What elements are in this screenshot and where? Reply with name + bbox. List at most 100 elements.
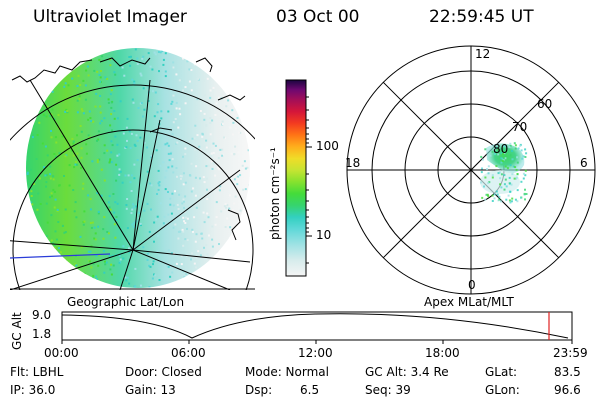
altitude-ytick-1-8: 1.8 — [32, 327, 52, 341]
aurora-pixel — [497, 148, 500, 151]
speckle-pixel — [175, 73, 178, 76]
speckle-pixel — [111, 129, 113, 132]
aurora-pixel — [520, 149, 523, 152]
speckle-pixel — [45, 61, 48, 64]
speckle-pixel — [233, 178, 236, 181]
speckle-pixel — [228, 238, 231, 241]
aurora-pixel — [523, 192, 526, 195]
speckle-pixel — [183, 206, 185, 209]
speckle-pixel — [191, 228, 194, 231]
speckle-pixel — [192, 54, 195, 56]
speckle-pixel — [143, 209, 146, 212]
speckle-pixel — [45, 272, 48, 275]
speckle-pixel — [52, 248, 55, 251]
aurora-pixel — [501, 159, 504, 162]
speckle-pixel — [56, 72, 59, 75]
speckle-pixel — [202, 176, 205, 179]
speckle-pixel — [227, 89, 230, 92]
speckle-pixel — [89, 117, 92, 119]
speckle-pixel — [203, 112, 206, 115]
aurora-pixel — [504, 165, 507, 168]
speckle-pixel — [212, 142, 215, 145]
speckle-pixel — [87, 250, 90, 253]
speckle-pixel — [76, 99, 79, 102]
speckle-pixel — [199, 177, 201, 180]
speckle-pixel — [78, 278, 81, 281]
speckle-pixel — [116, 154, 119, 157]
colorbar-frame — [285, 79, 307, 277]
speckle-pixel — [162, 48, 165, 51]
speckle-pixel — [79, 125, 82, 127]
aurora-pixel — [501, 157, 504, 160]
speckle-pixel — [159, 202, 162, 205]
speckle-pixel — [46, 252, 49, 255]
speckle-pixel — [247, 149, 250, 152]
speckle-pixel — [218, 82, 221, 85]
speckle-pixel — [102, 250, 105, 253]
speckle-pixel — [169, 275, 172, 278]
speckle-pixel — [57, 268, 60, 271]
speckle-pixel — [42, 86, 45, 89]
speckle-pixel — [167, 213, 170, 216]
aurora-pixel — [487, 172, 490, 175]
speckle-pixel — [178, 193, 181, 196]
speckle-pixel — [158, 254, 161, 257]
speckle-pixel — [36, 284, 39, 287]
speckle-pixel — [234, 51, 237, 54]
speckle-pixel — [149, 265, 152, 268]
aurora-pixel — [516, 173, 519, 175]
speckle-pixel — [174, 118, 177, 120]
speckle-pixel — [184, 86, 187, 89]
speckle-pixel — [163, 215, 166, 218]
speckle-pixel — [221, 148, 224, 151]
speckle-pixel — [51, 90, 54, 93]
status-dsp-value: 6.5 — [300, 383, 320, 397]
speckle-pixel — [143, 141, 146, 144]
speckle-pixel — [220, 67, 223, 70]
aurora-pixel — [491, 174, 494, 177]
speckle-pixel — [232, 121, 235, 124]
speckle-pixel — [201, 133, 204, 136]
aurora-pixel — [515, 177, 517, 180]
aurora-pixel — [491, 176, 494, 179]
speckle-pixel — [138, 211, 141, 214]
speckle-pixel — [224, 226, 227, 228]
speckle-pixel — [27, 109, 30, 111]
speckle-pixel — [249, 88, 250, 91]
aurora-pixel — [481, 196, 484, 199]
speckle-pixel — [175, 167, 178, 169]
speckle-pixel — [26, 50, 29, 53]
speckle-pixel — [156, 111, 159, 114]
speckle-pixel — [146, 146, 148, 149]
speckle-pixel — [125, 146, 128, 149]
speckle-pixel — [190, 277, 193, 280]
speckle-pixel — [50, 241, 53, 244]
speckle-pixel — [121, 66, 124, 69]
aurora-pixel — [522, 172, 525, 175]
aurora-pixel — [484, 148, 487, 151]
speckle-pixel — [212, 162, 215, 165]
speckle-pixel — [174, 190, 176, 193]
speckle-pixel — [91, 279, 94, 282]
speckle-pixel — [180, 177, 182, 180]
speckle-pixel — [157, 51, 160, 53]
speckle-pixel — [245, 101, 248, 104]
altitude-xtick-2359: 23:59 — [553, 346, 588, 360]
speckle-pixel — [158, 147, 161, 150]
speckle-pixel — [248, 239, 250, 242]
speckle-pixel — [63, 175, 65, 177]
aurora-pixel — [481, 158, 484, 161]
speckle-pixel — [36, 263, 39, 266]
speckle-pixel — [57, 251, 60, 254]
speckle-pixel — [218, 189, 221, 192]
speckle-pixel — [185, 216, 188, 219]
speckle-pixel — [64, 110, 67, 113]
speckle-pixel — [58, 152, 61, 155]
speckle-pixel — [184, 195, 187, 198]
aurora-pixel — [484, 198, 487, 201]
speckle-pixel — [90, 226, 93, 229]
speckle-pixel — [38, 54, 41, 57]
aurora-pixel — [498, 195, 501, 198]
speckle-pixel — [43, 239, 46, 242]
speckle-pixel — [106, 77, 109, 80]
